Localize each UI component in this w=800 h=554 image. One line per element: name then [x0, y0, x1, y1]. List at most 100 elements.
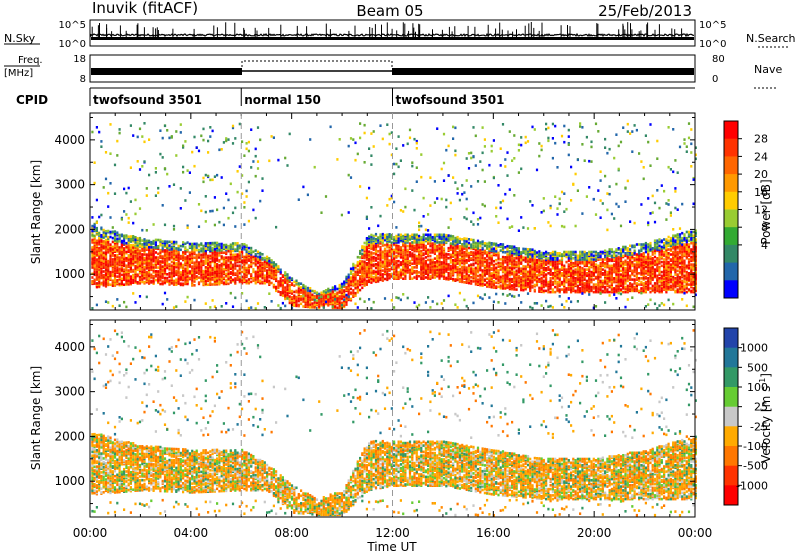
power-cell [408, 128, 412, 132]
power-cell [418, 234, 421, 238]
power-cell [145, 278, 148, 281]
power-cell [383, 247, 387, 251]
power-cell [397, 259, 400, 263]
power-cell [218, 270, 221, 273]
power-cell [148, 277, 151, 280]
power-cell [470, 156, 473, 160]
power-cell [111, 279, 114, 282]
power-cell [91, 259, 94, 263]
power-cell [540, 264, 543, 267]
power-cell [222, 270, 225, 273]
power-cell [515, 280, 518, 284]
power-cell [361, 252, 364, 256]
nsky-panel: N.Sky 10^5 10^0 10^5 10^0 N.Search [4, 19, 796, 50]
power-cell [234, 277, 237, 280]
power-cell [197, 248, 201, 252]
power-cell [207, 242, 210, 245]
power-cell [476, 250, 480, 254]
power-cell [220, 274, 223, 277]
power-cell [413, 259, 416, 263]
power-cell [107, 264, 110, 268]
power-cell [234, 248, 237, 251]
power-cell [531, 125, 534, 129]
power-cell [311, 296, 314, 299]
power-cell [433, 180, 436, 183]
power-cell [247, 180, 250, 184]
power-cell [170, 253, 173, 256]
power-cell [100, 270, 103, 273]
power-cell [452, 259, 455, 262]
power-cell [517, 149, 520, 152]
power-cell [445, 233, 448, 237]
power-cell [243, 154, 246, 157]
power-cell [440, 302, 443, 305]
power-cell [125, 236, 128, 240]
power-cell [272, 283, 275, 287]
power-cell [347, 211, 350, 214]
power-cell [452, 125, 455, 129]
power-cell [104, 300, 108, 303]
power-cell [545, 267, 548, 270]
power-cell [100, 256, 103, 260]
power-cell [324, 296, 328, 300]
power-cell [524, 247, 527, 251]
power-cell [461, 269, 464, 272]
power-cell [347, 288, 350, 292]
power-cell [95, 258, 98, 261]
power-cell [508, 245, 511, 248]
power-cell [216, 173, 219, 177]
power-cell [404, 277, 407, 280]
power-cell [395, 234, 398, 238]
power-cell [309, 300, 312, 304]
power-cell [359, 122, 362, 125]
power-cell [166, 298, 169, 301]
power-cell [220, 262, 223, 266]
power-cell [102, 284, 105, 287]
power-cell [220, 266, 223, 270]
power-cell [104, 242, 108, 245]
power-cell [449, 217, 452, 221]
power-cell [456, 266, 459, 269]
power-cell [545, 299, 548, 303]
power-cell [395, 256, 398, 259]
power-cell [458, 274, 461, 277]
power-cell [218, 266, 221, 270]
power-cell [467, 167, 471, 170]
power-cell [175, 283, 178, 286]
power-cell [100, 281, 103, 285]
power-cell [440, 271, 443, 274]
power-cell [193, 248, 196, 252]
power-cell [293, 303, 296, 307]
power-cell [486, 255, 489, 258]
power-cell [467, 270, 471, 274]
power-cell [474, 259, 477, 262]
power-cell [551, 122, 554, 126]
power-cell [359, 283, 362, 287]
power-cell [456, 192, 459, 195]
nsky-tick-top: 10^5 [59, 20, 86, 31]
power-cell [222, 141, 225, 144]
power-cell [524, 274, 527, 277]
power-cell [177, 271, 180, 274]
power-cell [452, 277, 455, 281]
power-cell [270, 300, 273, 303]
power-cell [145, 257, 148, 260]
power-cell [461, 245, 464, 249]
power-cell [463, 237, 466, 240]
power-cell [402, 259, 405, 263]
power-cell [513, 157, 516, 160]
power-cell [284, 286, 287, 289]
power-cell [365, 245, 368, 249]
power-cell [134, 236, 137, 239]
power-cell [118, 233, 121, 237]
power-cell [513, 265, 516, 269]
power-cell [408, 259, 412, 263]
power-cell [209, 135, 212, 138]
power-cell [152, 279, 155, 283]
power-cell [374, 237, 378, 241]
power-cell [175, 262, 178, 265]
power-cell [499, 284, 502, 287]
power-cell [93, 225, 96, 229]
power-cell [154, 171, 157, 174]
